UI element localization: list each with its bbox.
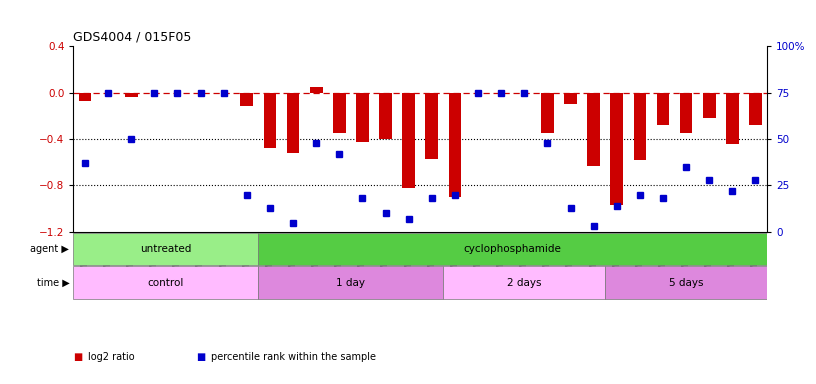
Bar [726, 93, 738, 144]
Text: log2 ratio: log2 ratio [88, 352, 135, 362]
Bar [310, 87, 322, 93]
Bar [402, 93, 415, 188]
Bar [657, 93, 669, 125]
Text: time ▶: time ▶ [37, 278, 69, 288]
Text: 1 day: 1 day [336, 278, 366, 288]
Bar [78, 93, 91, 101]
Bar [259, 266, 443, 299]
Text: control: control [148, 278, 184, 288]
Text: percentile rank within the sample: percentile rank within the sample [211, 352, 375, 362]
Text: ■: ■ [196, 352, 205, 362]
Bar [379, 93, 392, 139]
Text: 2 days: 2 days [507, 278, 542, 288]
Bar [564, 93, 577, 104]
Bar [73, 266, 259, 299]
Bar [449, 93, 461, 197]
Bar [286, 93, 299, 153]
Text: agent ▶: agent ▶ [30, 244, 69, 254]
Bar [703, 93, 716, 118]
Text: untreated: untreated [140, 244, 192, 254]
Text: ■: ■ [73, 352, 82, 362]
Bar [259, 233, 767, 265]
Bar [588, 93, 600, 166]
Bar [333, 93, 346, 133]
Bar [749, 93, 762, 125]
Bar [425, 93, 438, 159]
Bar [73, 233, 259, 265]
Bar [443, 266, 605, 299]
Bar [610, 93, 623, 205]
Bar [541, 93, 554, 133]
Text: cyclophosphamide: cyclophosphamide [463, 244, 561, 254]
Text: GDS4004 / 015F05: GDS4004 / 015F05 [73, 30, 192, 43]
Text: 5 days: 5 days [669, 278, 703, 288]
Bar [241, 93, 253, 106]
Bar [356, 93, 369, 142]
Bar [125, 93, 138, 97]
Bar [633, 93, 646, 160]
Bar [680, 93, 693, 133]
Bar [605, 266, 767, 299]
Bar [264, 93, 277, 148]
